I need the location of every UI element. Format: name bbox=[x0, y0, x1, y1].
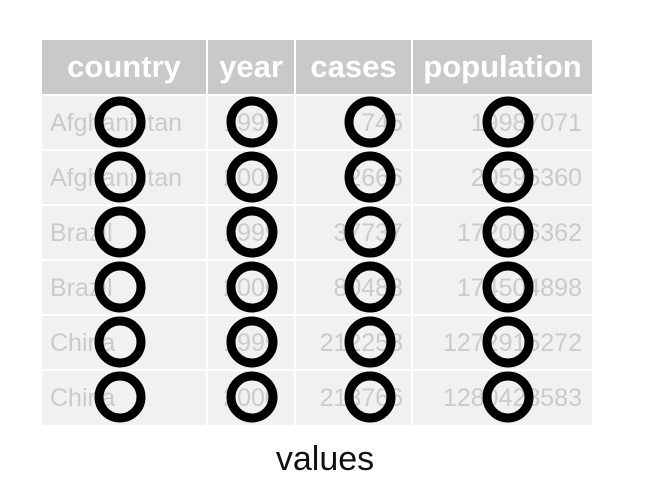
ring-icon bbox=[226, 206, 278, 258]
cell-population: 1280428583 bbox=[442, 383, 582, 412]
ring-icon bbox=[482, 261, 534, 313]
ring-icon bbox=[482, 151, 534, 203]
ring-icon bbox=[94, 151, 146, 203]
diagram-caption: values bbox=[275, 440, 375, 478]
ring-icon bbox=[226, 261, 278, 313]
ring-icon bbox=[482, 96, 534, 148]
ring-icon bbox=[94, 261, 146, 313]
table-header-row: country year cases population bbox=[42, 40, 592, 94]
ring-icon bbox=[226, 316, 278, 368]
ring-icon bbox=[344, 316, 396, 368]
ring-icon bbox=[482, 206, 534, 258]
header-cases: cases bbox=[296, 40, 413, 94]
ring-icon bbox=[94, 371, 146, 423]
cell-population: 174504898 bbox=[456, 273, 582, 302]
ring-icon bbox=[226, 151, 278, 203]
ring-icon bbox=[482, 371, 534, 423]
cell-population: 172006362 bbox=[456, 218, 582, 247]
header-year: year bbox=[208, 40, 296, 94]
ring-icon bbox=[226, 371, 278, 423]
ring-icon bbox=[344, 261, 396, 313]
ring-icon bbox=[344, 151, 396, 203]
ring-icon bbox=[226, 96, 278, 148]
cell-country: Afghanistan bbox=[42, 96, 208, 150]
ring-icon bbox=[344, 206, 396, 258]
ring-icon bbox=[94, 316, 146, 368]
cell-country: Afghanistan bbox=[42, 151, 208, 205]
ring-icon bbox=[94, 206, 146, 258]
header-country: country bbox=[42, 40, 208, 94]
ring-icon bbox=[344, 96, 396, 148]
cell-population: 1272915272 bbox=[442, 328, 582, 357]
ring-icon bbox=[482, 316, 534, 368]
cell-cases: 745 bbox=[296, 96, 413, 150]
ring-icon bbox=[94, 96, 146, 148]
header-population: population bbox=[423, 49, 582, 84]
ring-icon bbox=[344, 371, 396, 423]
